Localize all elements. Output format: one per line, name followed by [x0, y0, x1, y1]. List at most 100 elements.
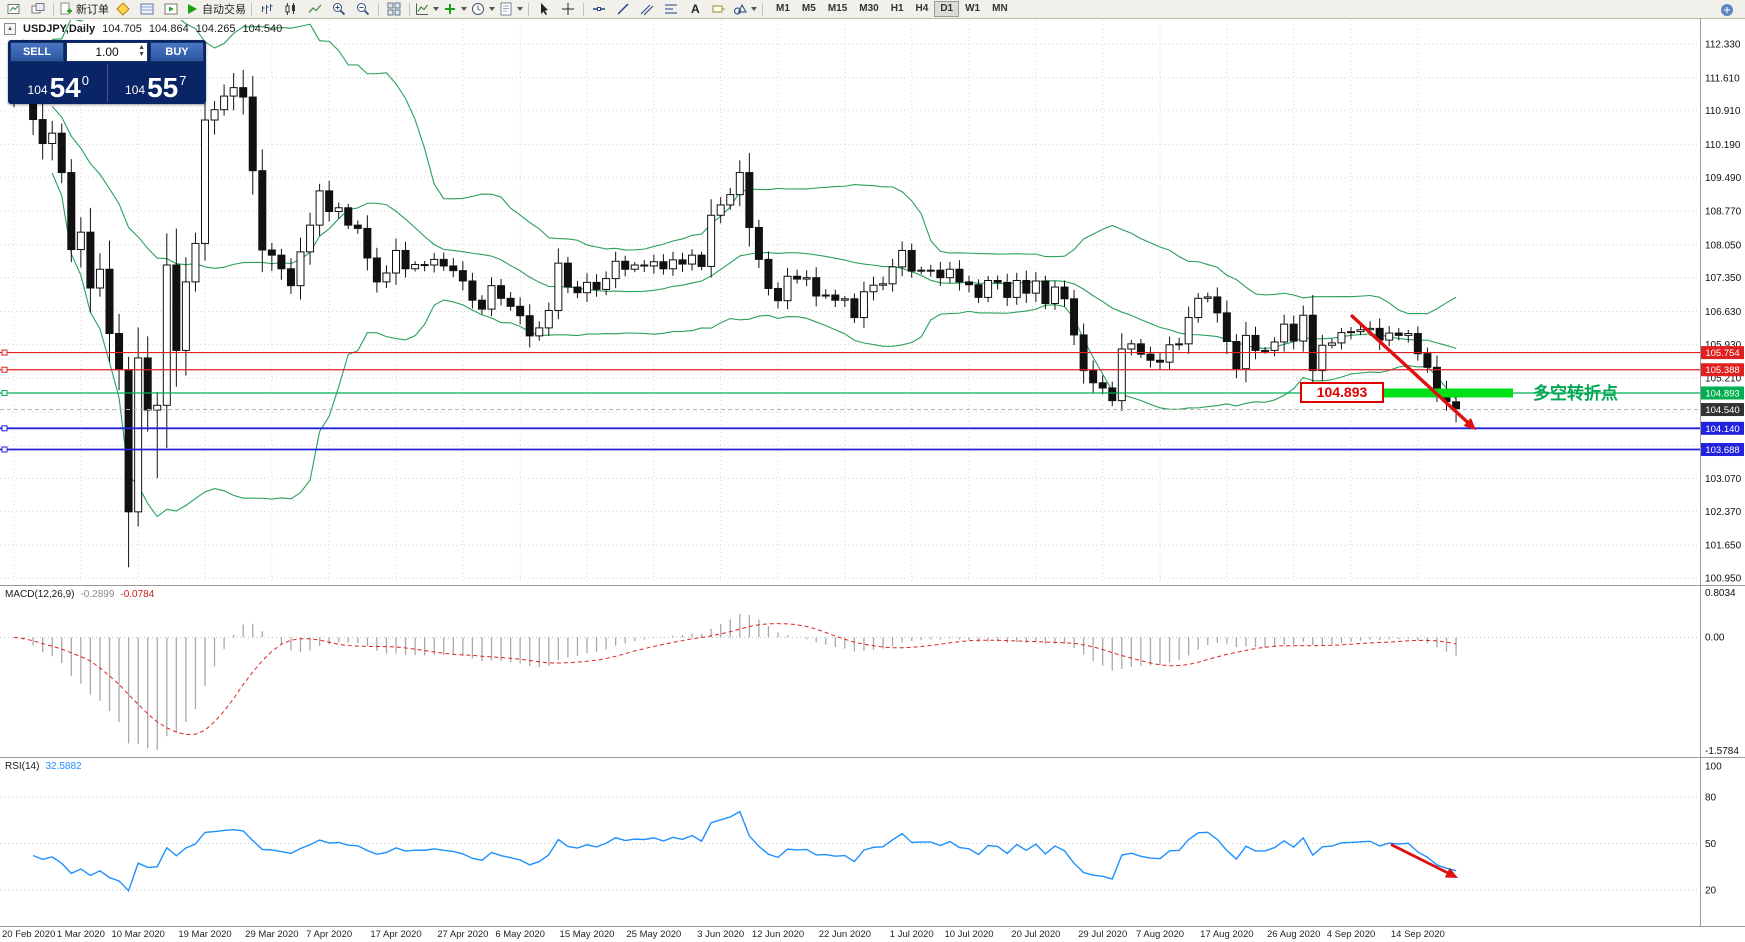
buy-price[interactable]: 104 55 7 [106, 64, 205, 103]
timeframe-button-m30[interactable]: M30 [859, 3, 879, 14]
svg-text:19 Mar 2020: 19 Mar 2020 [178, 929, 231, 940]
svg-text:A: A [691, 2, 700, 16]
strategy-tester-button[interactable] [159, 1, 183, 18]
svg-text:108.050: 108.050 [1705, 240, 1742, 251]
buy-price-big: 55 [147, 72, 179, 103]
templates-menu-button[interactable] [497, 1, 525, 18]
svg-text:15 May 2020: 15 May 2020 [560, 929, 615, 940]
spinner-down-icon[interactable]: ▼ [138, 51, 145, 58]
svg-text:20 Jul 2020: 20 Jul 2020 [1011, 929, 1060, 940]
terminal-button[interactable] [135, 1, 159, 18]
zoom-out-button[interactable] [351, 1, 375, 18]
timeframe-button-mn[interactable]: MN [992, 3, 1008, 14]
community-icon[interactable] [1715, 1, 1739, 18]
macd-main-value: -0.2899 [80, 589, 115, 600]
sell-price[interactable]: 104 54 0 [10, 64, 107, 102]
svg-text:102.370: 102.370 [1705, 507, 1742, 518]
svg-text:-1.5784: -1.5784 [1705, 746, 1739, 757]
bar-chart-mode-button[interactable] [255, 1, 279, 18]
svg-text:27 Apr 2020: 27 Apr 2020 [437, 929, 488, 940]
toolbar-separator [762, 2, 763, 16]
new-order-button[interactable]: 新订单 [57, 1, 111, 18]
sell-price-pip: 0 [81, 73, 89, 88]
svg-text:104.893: 104.893 [1705, 388, 1739, 399]
metaeditor-button[interactable] [111, 1, 135, 18]
svg-text:7 Apr 2020: 7 Apr 2020 [306, 929, 352, 940]
profiles-button[interactable] [26, 1, 50, 18]
crosshair-tool-button[interactable] [556, 1, 580, 18]
label-tool-button[interactable] [707, 1, 731, 18]
svg-text:106.630: 106.630 [1705, 307, 1742, 318]
svg-text:107.350: 107.350 [1705, 273, 1742, 284]
periods-menu-button[interactable] [469, 1, 497, 18]
shapes-tool-button[interactable] [731, 1, 759, 18]
candlestick-mode-button[interactable] [279, 1, 303, 18]
svg-text:1 Jul 2020: 1 Jul 2020 [890, 929, 934, 940]
svg-text:0.00: 0.00 [1705, 632, 1725, 643]
candlestick-series [10, 39, 1461, 568]
svg-text:101.650: 101.650 [1705, 541, 1742, 552]
lot-spinner[interactable]: ▲ ▼ [138, 44, 145, 58]
timeframe-button-h4[interactable]: H4 [915, 3, 929, 14]
autotrading-button[interactable]: 自动交易 [183, 1, 248, 18]
macd-title: MACD(12,26,9) [5, 589, 75, 600]
svg-text:1 Mar 2020: 1 Mar 2020 [57, 929, 105, 940]
timeframe-button-h1[interactable]: H1 [890, 3, 904, 14]
horizontal-line-tool-button[interactable] [587, 1, 611, 18]
line-chart-mode-button[interactable] [303, 1, 327, 18]
trend-arrow-object[interactable] [1390, 843, 1449, 875]
svg-text:7 Aug 2020: 7 Aug 2020 [1136, 929, 1184, 940]
fibonacci-tool-button[interactable] [659, 1, 683, 18]
chart-collapse-button[interactable]: ▲ [4, 23, 16, 35]
highlight-bar-object[interactable] [1381, 388, 1513, 398]
svg-text:103.688: 103.688 [1705, 445, 1739, 456]
toolbar: 新订单 自动交易 [0, 0, 1745, 19]
new-chart-button[interactable] [2, 1, 26, 18]
toolbar-separator [251, 2, 252, 16]
buy-button[interactable]: BUY [150, 42, 204, 62]
timeframe-button-m5[interactable]: M5 [801, 3, 816, 14]
chevron-down-icon [489, 7, 495, 11]
svg-text:100.950: 100.950 [1705, 573, 1742, 584]
channel-tool-button[interactable] [635, 1, 659, 18]
one-click-trading-panel: SELL 1.00 ▲ ▼ BUY 104 54 0 104 55 7 [8, 40, 206, 104]
svg-text:110.910: 110.910 [1705, 106, 1741, 117]
macd-signal-value: -0.0784 [120, 589, 155, 600]
rsi-title: RSI(14) [5, 761, 40, 772]
svg-text:105.210: 105.210 [1705, 374, 1742, 385]
trend-arrow-object[interactable] [1350, 314, 1469, 424]
timeframe-button-m1[interactable]: M1 [776, 3, 790, 14]
svg-text:3 Jun 2020: 3 Jun 2020 [697, 929, 744, 940]
spinner-up-icon[interactable]: ▲ [138, 44, 145, 51]
buy-price-prefix: 104 [125, 83, 146, 97]
svg-text:10 Jul 2020: 10 Jul 2020 [944, 929, 993, 940]
tile-windows-button[interactable] [382, 1, 406, 18]
price-callout-object[interactable]: 104.893 [1300, 382, 1384, 403]
svg-text:22 Jun 2020: 22 Jun 2020 [819, 929, 871, 940]
cursor-tool-button[interactable] [532, 1, 556, 18]
indicators-menu-button[interactable] [413, 1, 441, 18]
price-badge: 104.540 [1701, 403, 1744, 417]
timeframe-button-d1[interactable]: D1 [934, 1, 960, 17]
zoom-in-button[interactable] [327, 1, 351, 18]
svg-text:105.754: 105.754 [1705, 348, 1739, 359]
timeframe-button-w1[interactable]: W1 [965, 3, 981, 14]
svg-text:20: 20 [1705, 886, 1717, 897]
svg-text:14 Sep 2020: 14 Sep 2020 [1391, 929, 1445, 940]
trendline-tool-button[interactable] [611, 1, 635, 18]
add-indicator-button[interactable] [441, 1, 469, 18]
time-axis[interactable]: 20 Feb 2020 1 Mar 2020 10 Mar 2020 19 Mar 2… [2, 929, 1445, 940]
autotrading-label: 自动交易 [202, 4, 246, 16]
annotation-objects[interactable] [1350, 314, 1513, 878]
lot-size-field[interactable]: 1.00 ▲ ▼ [66, 42, 148, 62]
price-badge: 105.388 [1701, 363, 1744, 377]
sell-button[interactable]: SELL [10, 42, 64, 62]
symbol-label: USDJPY,Daily [23, 23, 96, 35]
svg-text:6 May 2020: 6 May 2020 [495, 929, 545, 940]
timeframe-button-m15[interactable]: M15 [827, 3, 848, 14]
horizontal-line-objects[interactable] [0, 349, 1700, 453]
text-tool-button[interactable]: A [683, 1, 707, 18]
note-text-object[interactable]: 多空转折点 [1533, 384, 1618, 403]
svg-text:104.140: 104.140 [1705, 424, 1739, 435]
price-axis[interactable]: 0.8034 0.00 -1.5784 100 80 50 20 112.330 111.610… [1701, 40, 1744, 897]
